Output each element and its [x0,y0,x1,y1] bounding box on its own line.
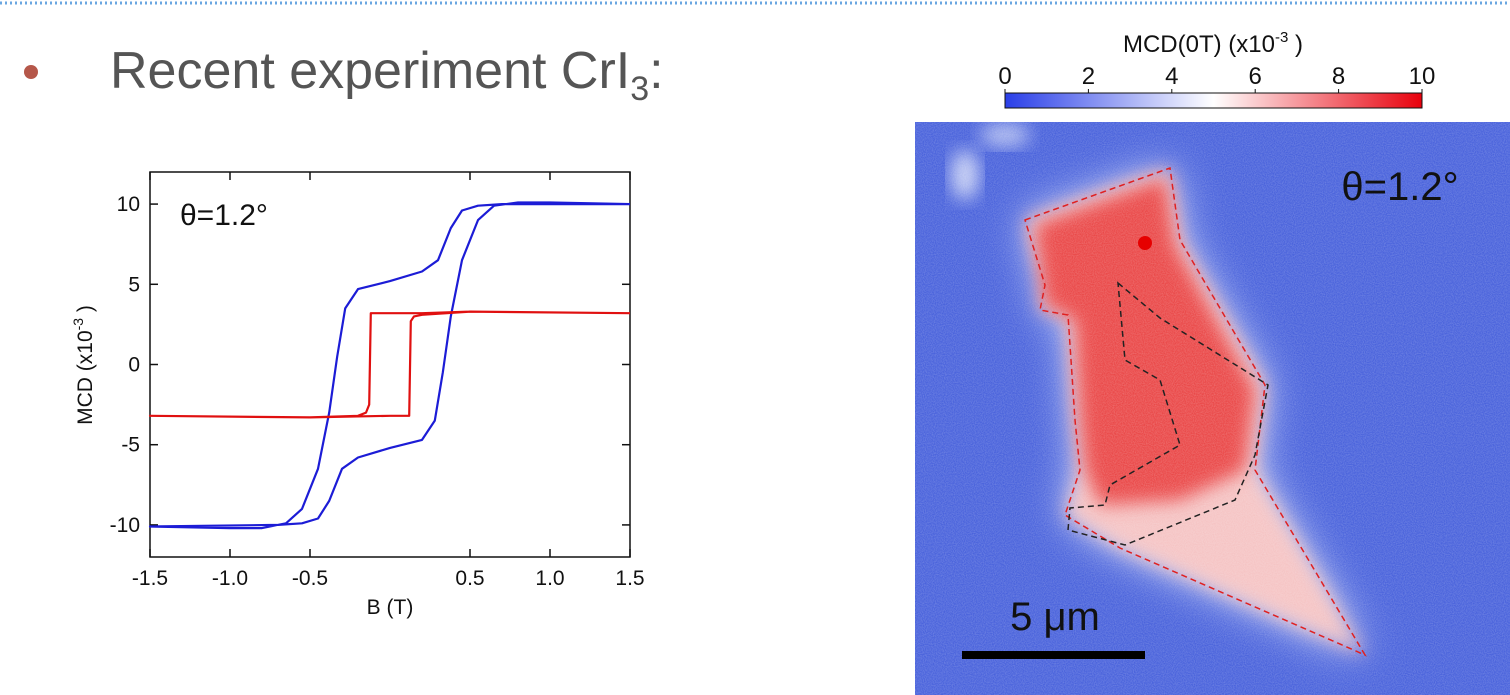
y-axis-label: MCD (x10-3 ) [70,305,97,425]
scale-bar-label: 5 μm [1010,595,1100,639]
mcd-map: MCD(0T) (x10-3 ) θ=1.2° 5 μm 0 2 4 6 8 10 [915,29,1510,695]
probe-spot [1138,236,1152,250]
colorbar-tick-label: 8 [1332,63,1345,90]
x-tick-label: 1.0 [535,567,564,590]
y-tick-label: 0 [128,354,140,377]
colorbar-title-suffix: ) [1288,31,1303,58]
y-axis-label-superscript: -3 [70,318,86,331]
colorbar [1004,92,1423,109]
y-axis-label-main: MCD (x10 [74,330,97,425]
bullet-dot [24,65,38,79]
colorbar-tick-label: 4 [1165,63,1178,90]
bullet-subscript: 3 [630,70,649,108]
bullet-text: Recent experiment CrI3: [110,42,664,108]
y-tick-label: -5 [121,434,140,457]
colorbar-tick-label: 2 [1082,63,1095,90]
flake-outline [1024,166,1367,657]
chart-annotation: θ=1.2° [180,199,268,232]
bullet-suffix: : [649,42,663,100]
x-tick-label: -1.0 [212,567,248,590]
y-tick-label: -10 [110,514,140,537]
colorbar-tick-label: 10 [1409,63,1436,90]
colorbar-title-main: MCD(0T) (x10 [1123,31,1275,58]
data-line [148,201,631,530]
colorbar-title-superscript: -3 [1275,29,1288,46]
y-tick-label: 5 [128,273,140,296]
x-tick-label: 1.5 [615,567,644,590]
map-noise [915,122,1510,695]
data-line [148,310,631,419]
map-annotation: θ=1.2° [1341,165,1458,209]
map-image: θ=1.2° 5 μm [915,122,1510,695]
colorbar-tick-label: 6 [1249,63,1262,90]
y-tick-label: 10 [117,193,140,216]
colorbar-title: MCD(0T) (x10-3 ) [1123,29,1303,58]
x-tick-label: 0.5 [455,567,484,590]
bullet-main: Recent experiment CrI [110,42,630,100]
x-tick-label: -0.5 [292,567,328,590]
x-tick-label: -1.5 [132,567,168,590]
twist-outline [1067,281,1269,546]
hysteresis-chart: θ=1.2° B (T) MCD (x10-3 ) -1.5 -1.0 -0.5 0.… [70,171,645,619]
x-axis-label: B (T) [367,596,414,619]
y-axis-label-suffix: ) [74,305,97,318]
colorbar-tick-label: 0 [998,63,1011,90]
